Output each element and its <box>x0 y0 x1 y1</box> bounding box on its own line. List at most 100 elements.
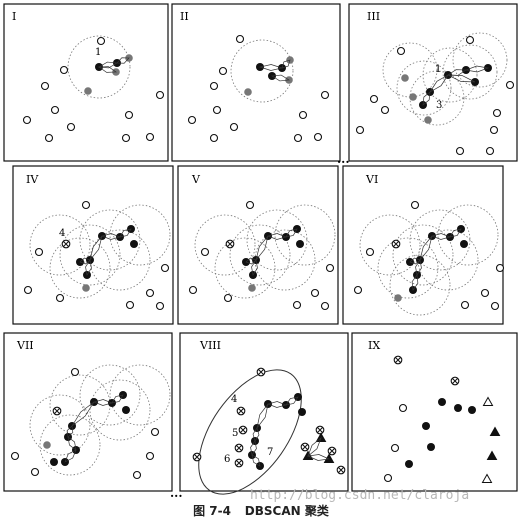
noise-point <box>22 115 32 125</box>
noise-point <box>455 146 465 156</box>
epsilon-neighborhood <box>109 204 171 266</box>
noise-point <box>410 200 420 210</box>
epsilon-neighborhood <box>396 60 452 116</box>
point-label-IV-4: 4 <box>59 228 65 239</box>
epsilon-neighborhood <box>389 254 451 316</box>
noise-point <box>30 467 40 477</box>
panel-content <box>10 32 515 495</box>
noise-point <box>160 263 170 273</box>
outlier-cross <box>236 460 242 466</box>
epsilon-neighborhood <box>230 39 294 103</box>
point-label-VIII-6: 6 <box>224 454 230 465</box>
noise-point <box>145 451 155 461</box>
density-link <box>116 57 130 64</box>
epsilon-neighborhood <box>246 209 308 271</box>
triangle-noise-point <box>482 396 494 406</box>
outlier-cross <box>240 427 246 433</box>
noise-point <box>70 367 80 377</box>
noise-point <box>485 146 495 156</box>
noise-point <box>353 285 363 295</box>
density-link <box>464 65 490 73</box>
epsilon-neighborhood <box>29 214 91 276</box>
density-link <box>255 235 269 261</box>
core-point <box>122 406 130 414</box>
core-point <box>460 240 468 248</box>
noise-point <box>40 81 50 91</box>
outlier-cross <box>54 408 60 414</box>
noise-point <box>209 81 219 91</box>
panel-label-VIII: VIII <box>199 339 221 352</box>
outlier-cross <box>236 445 242 451</box>
noise-point <box>465 35 475 45</box>
panel-label-II: II <box>180 10 189 23</box>
epsilon-neighborhood <box>359 214 421 276</box>
density-link <box>71 401 95 427</box>
noise-point <box>492 108 502 118</box>
noise-point <box>155 90 165 100</box>
panel-frame-VII <box>3 332 173 492</box>
noise-point <box>320 301 330 311</box>
epsilon-neighborhood <box>49 237 111 299</box>
triangle-core-point <box>323 453 335 463</box>
panel-label-III: III <box>367 10 380 23</box>
outlier-cross <box>258 369 264 375</box>
density-link <box>250 440 257 456</box>
core-point <box>296 240 304 248</box>
core-point <box>438 398 446 406</box>
noise-point <box>292 300 302 310</box>
noise-point <box>23 285 33 295</box>
outlier-cross <box>317 427 323 433</box>
density-link <box>411 274 419 291</box>
outlier-cross <box>227 241 233 247</box>
noise-point <box>150 427 160 437</box>
density-link <box>67 436 77 451</box>
triangle-core-point <box>489 426 501 436</box>
cluster-boundary <box>198 369 302 495</box>
border-point <box>244 88 252 96</box>
density-link <box>281 59 291 69</box>
border-point <box>424 116 432 124</box>
density-link <box>306 454 331 461</box>
noise-point <box>55 293 65 303</box>
density-link <box>111 394 124 404</box>
noise-point <box>398 403 408 413</box>
noise-point <box>298 110 308 120</box>
border-point <box>43 441 51 449</box>
noise-point <box>50 105 60 115</box>
noise-point <box>44 133 54 143</box>
outlier-cross <box>452 378 458 384</box>
epsilon-neighborhood <box>89 379 151 441</box>
noise-point <box>188 285 198 295</box>
noise-point <box>145 288 155 298</box>
border-point <box>82 284 90 292</box>
caption-number: 图 7-4 <box>193 504 231 518</box>
point-label-VIII-7: 7 <box>267 447 273 458</box>
epsilon-neighborhood <box>274 204 336 266</box>
epsilon-neighborhood <box>89 229 151 291</box>
noise-point <box>212 105 222 115</box>
core-point <box>468 406 476 414</box>
panel-frame-II <box>171 3 341 162</box>
epsilon-neighborhood <box>442 44 498 100</box>
watermark-text: http://blog.csdn.net/claroja <box>250 488 470 503</box>
epsilon-neighborhood <box>452 32 508 88</box>
density-link <box>251 454 261 467</box>
density-link <box>285 396 299 406</box>
noise-point <box>59 65 69 75</box>
density-link <box>64 449 77 463</box>
noise-point <box>460 300 470 310</box>
noise-point <box>390 443 400 453</box>
core-point <box>422 422 430 430</box>
core-point <box>130 240 138 248</box>
noise-point <box>365 247 375 257</box>
epsilon-neighborhood <box>437 204 499 266</box>
noise-point <box>125 300 135 310</box>
outlier-cross <box>393 241 399 247</box>
point-label-III-1: 1 <box>435 64 441 75</box>
density-link <box>285 228 298 238</box>
panel-label-I: I <box>12 10 16 23</box>
noise-point <box>81 200 91 210</box>
noise-point <box>209 133 219 143</box>
density-link <box>89 235 103 261</box>
continuation-mark-bottom: ... <box>170 486 183 500</box>
